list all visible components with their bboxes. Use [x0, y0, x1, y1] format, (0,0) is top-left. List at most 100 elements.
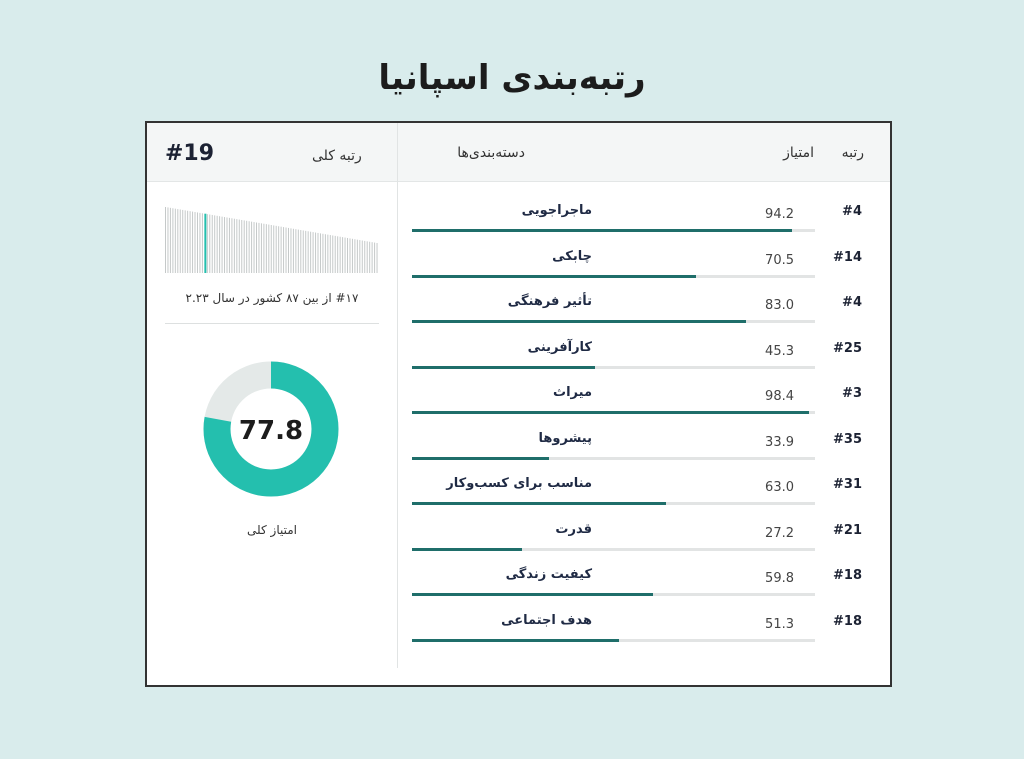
country-bar — [187, 210, 189, 273]
country-bar — [371, 242, 373, 273]
country-bar — [369, 241, 371, 273]
country-bar — [285, 227, 287, 273]
country-bar — [273, 225, 275, 273]
country-bar — [268, 224, 270, 273]
rank-note: #۱۷ از بین ۸۷ کشور در سال ۲.۲۳ — [185, 291, 359, 305]
category-rank: #4 — [842, 295, 862, 310]
country-bar — [332, 235, 334, 273]
country-bar — [361, 240, 363, 273]
country-bar — [290, 228, 292, 273]
country-bar — [317, 232, 319, 273]
country-bar — [283, 227, 285, 273]
country-bar — [322, 233, 324, 273]
category-rank: #14 — [833, 249, 862, 265]
category-score: 45.3 — [765, 343, 794, 359]
score-bar-fill — [412, 274, 697, 278]
score-bar-fill — [412, 320, 747, 323]
country-bar — [351, 238, 353, 273]
country-bar — [265, 224, 267, 273]
country-bar — [258, 222, 260, 273]
categories-column-header: دسته‌بندی‌ها — [457, 145, 525, 161]
score-bar-track — [412, 638, 815, 642]
country-bar — [179, 209, 181, 273]
country-distribution-chart — [165, 207, 378, 273]
table-header: رتبه امتیاز دسته‌بندی‌ها رتبه کلی #19 — [147, 123, 890, 182]
donut-score-arc — [203, 361, 339, 497]
country-bar — [324, 234, 326, 273]
category-rank: #18 — [833, 613, 862, 629]
country-bar — [334, 235, 336, 273]
country-bar — [169, 207, 171, 273]
country-bar — [184, 210, 186, 273]
category-row: تأثیر فرهنگی 83.0 #4 — [412, 294, 872, 334]
country-bar — [211, 214, 213, 273]
country-bar — [292, 228, 294, 273]
country-bar — [344, 237, 346, 273]
category-row: ماجراجویی 94.2 #4 — [412, 203, 872, 243]
category-rank: #35 — [833, 431, 862, 447]
country-bar — [199, 212, 201, 273]
category-label: پیشروها — [538, 430, 592, 446]
country-bar — [251, 221, 253, 273]
category-label: کارآفرینی — [527, 339, 592, 355]
country-bar — [270, 225, 272, 273]
country-bar — [260, 223, 262, 273]
country-bar — [310, 231, 312, 273]
country-bar — [354, 239, 356, 273]
category-row: میراث 98.4 #3 — [412, 385, 872, 425]
overall-score-label: امتیاز کلی — [247, 523, 297, 537]
category-label: مناسب برای کسب‌وکار — [446, 476, 592, 491]
page-title: رتبه‌بندی اسپانیا — [378, 58, 646, 98]
category-label: میراث — [553, 385, 592, 400]
country-bar — [209, 214, 211, 273]
category-label: ماجراجویی — [521, 203, 592, 218]
country-bar — [165, 207, 166, 273]
category-label: قدرت — [555, 521, 592, 537]
category-rank: #31 — [833, 477, 862, 492]
category-row: چابکی 70.5 #14 — [412, 249, 872, 289]
country-bar — [201, 213, 203, 273]
category-row: قدرت 27.2 #21 — [412, 522, 872, 562]
category-score: 51.3 — [765, 616, 794, 632]
country-bar — [315, 232, 317, 273]
country-bar — [177, 209, 179, 273]
score-bar-fill — [412, 502, 666, 505]
overall-score-value: 77.8 — [239, 416, 303, 446]
country-bar — [329, 235, 331, 273]
country-bar — [248, 221, 250, 273]
score-bar-fill — [412, 638, 619, 642]
country-bar — [287, 227, 289, 273]
score-bar-fill — [412, 593, 653, 596]
category-score: 27.2 — [765, 525, 794, 541]
country-bar — [224, 217, 226, 273]
country-bar — [302, 230, 304, 273]
country-bar — [300, 230, 302, 273]
score-bar-track — [412, 365, 815, 369]
category-score: 59.8 — [765, 571, 794, 586]
country-bar — [167, 207, 169, 273]
country-bar — [172, 208, 174, 273]
country-bar — [349, 238, 351, 273]
overall-rank-value: #19 — [165, 141, 215, 166]
ranking-card: رتبه امتیاز دسته‌بندی‌ها رتبه کلی #19 #۱… — [145, 121, 892, 687]
category-score: 98.4 — [765, 389, 794, 404]
country-bar — [339, 236, 341, 273]
country-bar — [305, 230, 307, 273]
country-bar — [192, 211, 194, 273]
score-bar-fill — [412, 411, 809, 414]
score-bar-track — [412, 456, 815, 460]
country-bar — [275, 225, 277, 273]
score-bar-track — [412, 547, 815, 551]
country-bar — [327, 234, 329, 273]
country-bar — [312, 232, 314, 273]
country-bar — [221, 216, 223, 273]
score-bar-track — [412, 229, 815, 232]
country-bar — [295, 229, 297, 273]
score-bar-track — [412, 274, 815, 278]
category-label: هدف اجتماعی — [501, 612, 592, 628]
country-bar — [246, 220, 248, 273]
category-row: مناسب برای کسب‌وکار 63.0 #31 — [412, 476, 872, 516]
country-bar — [280, 226, 282, 273]
category-label: تأثیر فرهنگی — [507, 294, 592, 309]
country-bar — [297, 229, 299, 273]
